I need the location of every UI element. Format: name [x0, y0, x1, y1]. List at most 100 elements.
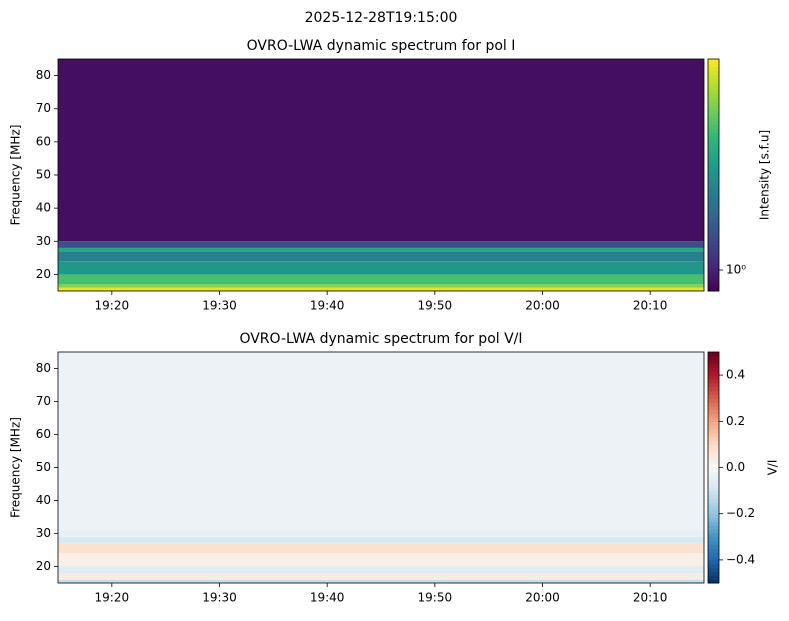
colorbar-frame	[707, 58, 720, 292]
colorbar-segment	[708, 248, 719, 253]
y-tick-label: 30	[36, 526, 51, 540]
spectrum-band	[58, 566, 704, 574]
colorbar-segment	[708, 352, 719, 357]
colorbar-segment	[708, 556, 719, 561]
colorbar-segment	[708, 128, 719, 133]
colorbar-segment	[708, 124, 719, 130]
spectrum-band	[58, 261, 704, 275]
colorbar-segment	[708, 575, 719, 580]
colorbar-segment	[708, 178, 719, 184]
y-tick-label: 80	[36, 361, 51, 375]
colorbar-segment	[708, 371, 719, 376]
colorbar-segment	[708, 502, 719, 507]
colorbar-segment	[708, 517, 719, 522]
colorbar-segment	[708, 267, 719, 273]
colorbar-segment	[708, 536, 719, 542]
colorbar-segment	[708, 552, 719, 557]
colorbar-segment	[708, 263, 719, 269]
colorbar-segment	[708, 463, 719, 468]
colorbar-segment	[708, 120, 719, 126]
y-axis-label: Frequency [MHz]	[9, 417, 23, 518]
colorbar-segment	[708, 544, 719, 549]
colorbar-segment	[708, 256, 719, 261]
colorbar-segment	[708, 513, 719, 519]
spectrum-band	[58, 352, 704, 531]
colorbar-segment	[708, 97, 719, 103]
spectrum-band	[58, 59, 704, 242]
colorbar-segment	[708, 175, 719, 180]
colorbar-segment	[708, 559, 719, 565]
colorbar-segment	[708, 571, 719, 576]
colorbar-segment	[708, 194, 719, 199]
y-tick-label: 50	[36, 168, 51, 182]
colorbar-segment	[708, 287, 719, 292]
colorbar-segment	[708, 136, 719, 141]
colorbar-segment	[708, 521, 719, 526]
y-tick-label: 70	[36, 101, 51, 115]
spectrum-band	[58, 247, 704, 252]
spectrum-band	[58, 553, 704, 567]
colorbar-segment	[708, 525, 719, 530]
colorbar-segment	[708, 283, 719, 288]
colorbar-segment	[708, 82, 719, 87]
colorbar-segment	[708, 563, 719, 569]
colorbar-segment	[708, 540, 719, 545]
colorbar-segment	[708, 398, 719, 403]
y-tick-label: 20	[36, 267, 51, 281]
colorbar-segment	[708, 74, 719, 79]
colorbar-segment	[708, 498, 719, 503]
colorbar-segment	[708, 367, 719, 372]
y-tick-label: 50	[36, 460, 51, 474]
colorbar-segment	[708, 105, 719, 110]
spectrum-band	[58, 543, 704, 554]
colorbar-segment	[708, 252, 719, 257]
colorbar-segment	[708, 432, 719, 438]
colorbar-segment	[708, 59, 719, 64]
colorbar-segment	[708, 213, 719, 219]
colorbar-segment	[708, 409, 719, 415]
y-tick-label: 20	[36, 559, 51, 573]
colorbar-segment	[708, 529, 719, 534]
spectrum-band	[58, 274, 704, 285]
colorbar-segment	[708, 89, 719, 95]
colorbar-segment	[708, 490, 719, 495]
colorbar-segment	[708, 93, 719, 99]
colorbar-segment	[708, 155, 719, 161]
x-tick-label: 19:20	[95, 299, 130, 313]
y-tick-label: 60	[36, 427, 51, 441]
colorbar-segment	[708, 209, 719, 215]
colorbar-segment	[708, 151, 719, 157]
spectrum-band	[58, 573, 704, 580]
colorbar-segment	[708, 482, 719, 488]
colorbar-tick-label: 10⁰	[726, 262, 746, 276]
colorbar-segment	[708, 62, 719, 68]
colorbar-segment	[708, 475, 719, 480]
x-tick-label: 19:40	[310, 591, 345, 605]
colorbar-segment	[708, 467, 719, 472]
colorbar-segment	[708, 386, 719, 391]
y-tick-label: 40	[36, 201, 51, 215]
colorbar-segment	[708, 509, 719, 515]
colorbar-segment	[708, 567, 719, 572]
x-tick-label: 19:30	[202, 299, 237, 313]
colorbar-segment	[708, 444, 719, 449]
colorbar-segment	[708, 359, 719, 365]
colorbar-segment	[708, 378, 719, 384]
colorbar-segment	[708, 159, 719, 164]
colorbar-segment	[708, 171, 719, 176]
plot-title: OVRO-LWA dynamic spectrum for pol V/I	[239, 331, 522, 347]
colorbar-tick-label: −0.2	[726, 506, 755, 520]
colorbar-segment	[708, 70, 719, 75]
colorbar-tick-label: −0.4	[726, 552, 755, 566]
colorbar-segment	[708, 436, 719, 442]
colorbar-segment	[708, 113, 719, 118]
colorbar-segment	[708, 494, 719, 499]
colorbar-segment	[708, 375, 719, 380]
colorbar-segment	[708, 244, 719, 249]
x-tick-label: 19:40	[310, 299, 345, 313]
colorbar-segment	[708, 202, 719, 207]
colorbar-segment	[708, 167, 719, 172]
x-tick-label: 20:10	[633, 591, 668, 605]
colorbar-segment	[708, 479, 719, 484]
colorbar-segment	[708, 205, 719, 211]
